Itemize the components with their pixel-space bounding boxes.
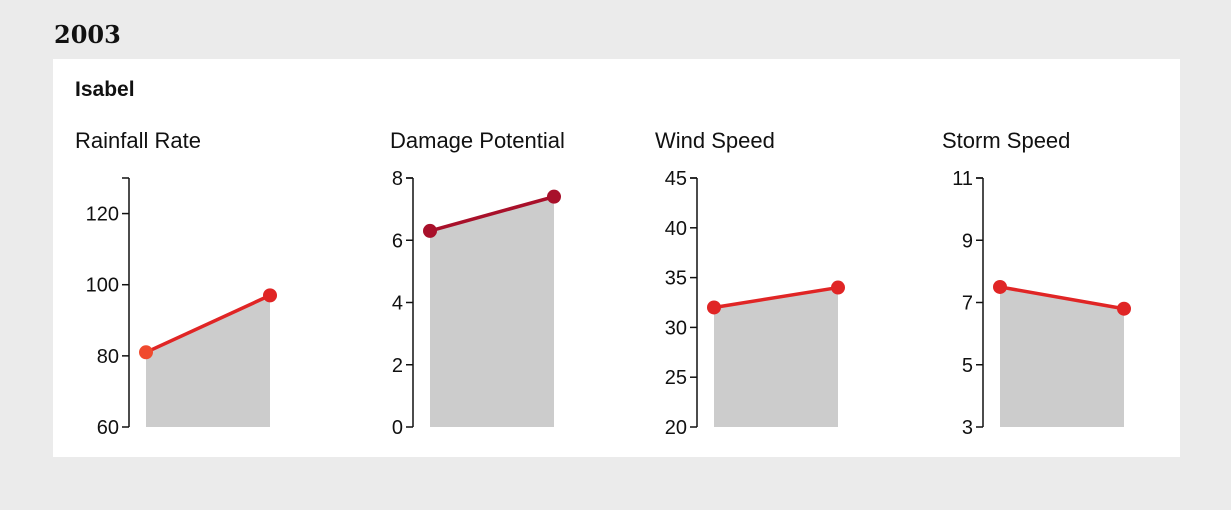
wind-speed-line [713, 285, 839, 310]
storm-speed-tick-label: 11 [952, 168, 973, 190]
wind-speed-point [831, 280, 845, 295]
damage-potential-point [423, 223, 437, 238]
damage-potential-tick-label: 8 [392, 168, 403, 190]
storm-speed-title: Storm Speed [942, 128, 1070, 153]
storm-speed-tick-label: 3 [962, 417, 973, 439]
storm-speed-tick-label: 5 [962, 355, 973, 377]
damage-potential-tick-label: 6 [392, 230, 403, 252]
wind-speed-tick-label: 45 [665, 168, 687, 190]
storm-speed-tick-label: 9 [962, 230, 973, 252]
damage-potential-tick-label: 2 [392, 355, 403, 377]
storm-speed-point [1117, 301, 1131, 316]
wind-speed-tick-label: 40 [665, 218, 687, 240]
damage-potential-title: Damage Potential [390, 128, 565, 153]
rainfall-rate-tick-label: 100 [86, 275, 119, 297]
rainfall-rate-line [145, 293, 271, 354]
wind-speed-title: Wind Speed [655, 128, 775, 153]
rainfall-rate-point [139, 345, 153, 360]
damage-potential-tick-label: 0 [392, 417, 403, 439]
storm-speed-area [1000, 286, 1124, 427]
rainfall-rate-point [263, 288, 277, 303]
wind-speed-tick-label: 25 [665, 367, 687, 389]
wind-speed-tick-label: 35 [665, 268, 687, 290]
storm-speed-tick-label: 7 [962, 293, 973, 315]
rainfall-rate-tick-label: 80 [97, 346, 119, 368]
wind-speed-tick-label: 20 [665, 417, 687, 439]
wind-speed-point [707, 300, 721, 315]
damage-potential-point [547, 189, 561, 204]
rainfall-rate-tick-label: 120 [86, 204, 119, 226]
wind-speed-area [714, 287, 838, 427]
damage-potential-tick-label: 4 [392, 293, 403, 315]
rainfall-rate-tick-label: 60 [97, 417, 119, 439]
damage-potential-area [430, 196, 554, 427]
rainfall-rate-area [146, 295, 270, 427]
damage-potential-line [429, 194, 555, 233]
storm-speed-point [993, 279, 1007, 294]
rainfall-rate-title: Rainfall Rate [75, 128, 201, 153]
wind-speed-tick-label: 30 [665, 317, 687, 339]
storm-name: Isabel [75, 78, 135, 101]
year-heading: 2003 [54, 20, 121, 49]
storm-speed-line [999, 285, 1125, 311]
